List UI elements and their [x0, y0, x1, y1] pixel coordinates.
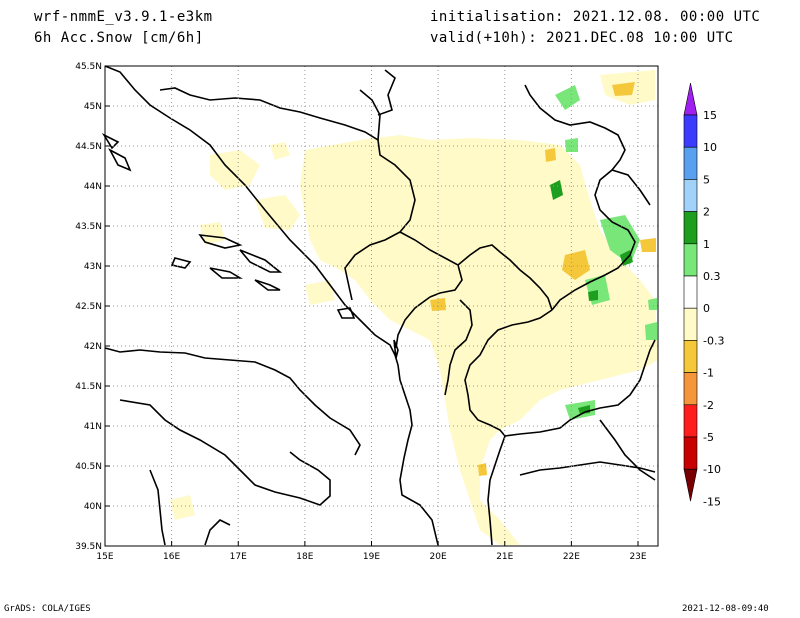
colorbar-label: -2: [703, 399, 714, 412]
colorbar-band: [683, 243, 698, 277]
colorbar-band: [683, 211, 698, 245]
lon-label: 17E: [230, 552, 247, 562]
model-title: wrf-nmmE_v3.9.1-e3km: [34, 9, 213, 25]
colorbar-label: -10: [703, 463, 721, 476]
snow-shading-moderate: [430, 82, 656, 476]
lat-label: 40N: [84, 502, 102, 512]
init-time: initialisation: 2021.12.08. 00:00 UTC: [430, 9, 761, 25]
lat-label: 43.5N: [75, 222, 102, 232]
lat-label: 40.5N: [75, 462, 102, 472]
colorbar-label: 15: [703, 109, 717, 122]
lat-label: 41.5N: [75, 382, 102, 392]
lon-label: 15E: [96, 552, 113, 562]
colorbar: 15 10 5 2 1 0.3 0 -0.3 -1 -2 -5 -10 -15: [683, 82, 724, 508]
valid-time: valid(+10h): 2021.DEC.08 10:00 UTC: [430, 30, 734, 46]
colorbar-band: [683, 179, 698, 212]
field-title: 6h Acc.Snow [cm/6h]: [34, 30, 204, 46]
lat-label: 44N: [84, 182, 102, 192]
colorbar-label: -15: [703, 495, 721, 508]
colorbar-label: -1: [703, 367, 714, 380]
lat-label: 42N: [84, 342, 102, 352]
latitude-labels: 45.5N 45N 44.5N 44N 43.5N 43N 42.5N 42N 41.5N 41N…: [75, 62, 102, 552]
colorbar-label: 2: [703, 206, 710, 219]
colorbar-band: [683, 114, 698, 148]
lat-label: 44.5N: [75, 142, 102, 152]
lat-label: 42.5N: [75, 302, 102, 312]
colorbar-band: [683, 340, 698, 373]
colorbar-label: 10: [703, 141, 717, 154]
lat-label: 45N: [84, 102, 102, 112]
lat-label: 45.5N: [75, 62, 102, 72]
colorbar-band: [683, 436, 698, 470]
colorbar-band: [683, 307, 698, 341]
colorbar-label: -0.3: [703, 334, 724, 347]
longitude-labels: 15E 16E 17E 18E 19E 20E 21E 22E 23E: [96, 552, 646, 562]
coastlines-borders: [101, 65, 656, 546]
snow-shading-green: [555, 85, 657, 420]
colorbar-band: [683, 146, 698, 180]
timestamp: 2021-12-08-09:40: [682, 604, 769, 614]
colorbar-band: [683, 372, 698, 406]
lon-label: 16E: [163, 552, 180, 562]
colorbar-label: 5: [703, 173, 710, 186]
colorbar-top-arrow: [683, 82, 698, 116]
colorbar-label: 0: [703, 302, 710, 315]
lat-label: 39.5N: [75, 542, 102, 552]
lon-label: 23E: [629, 552, 646, 562]
grads-credit: GrADS: COLA/IGES: [4, 604, 91, 614]
lon-label: 22E: [563, 552, 580, 562]
colorbar-band: [683, 275, 698, 309]
lon-label: 21E: [496, 552, 513, 562]
colorbar-label: -5: [703, 431, 714, 444]
lon-label: 19E: [363, 552, 380, 562]
colorbar-label: 0.3: [703, 270, 721, 283]
colorbar-label: 1: [703, 238, 710, 251]
colorbar-band: [683, 404, 698, 438]
lon-label: 18E: [296, 552, 313, 562]
plot-frame: [104, 65, 659, 547]
colorbar-bottom-arrow: [683, 468, 698, 502]
lon-label: 20E: [430, 552, 447, 562]
lat-label: 41N: [84, 422, 102, 432]
lat-label: 43N: [84, 262, 102, 272]
